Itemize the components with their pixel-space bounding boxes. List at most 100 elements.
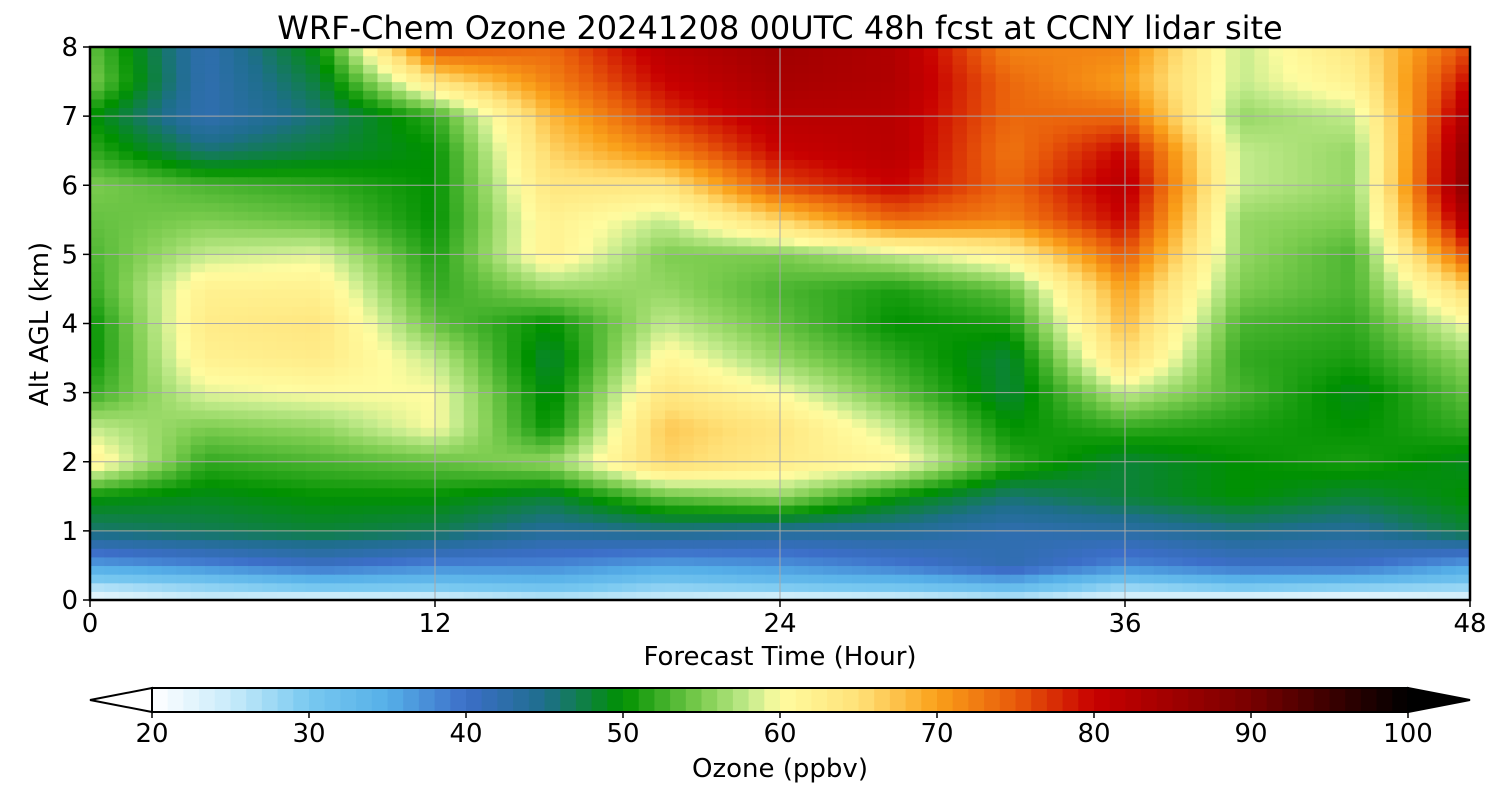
heatmap-cell bbox=[406, 461, 422, 471]
heatmap-cell bbox=[866, 375, 882, 385]
heatmap-cell bbox=[320, 271, 335, 281]
heatmap-cell bbox=[780, 565, 795, 575]
heatmap-cell bbox=[1412, 522, 1428, 532]
heatmap-cell bbox=[463, 556, 479, 567]
heatmap-cell bbox=[981, 185, 997, 195]
heatmap-cell bbox=[334, 392, 350, 402]
heatmap-cell bbox=[995, 193, 1011, 204]
heatmap-cell bbox=[1067, 167, 1083, 178]
heatmap-cell bbox=[1211, 522, 1227, 532]
heatmap-cell bbox=[190, 401, 206, 411]
heatmap-cell bbox=[1268, 176, 1284, 186]
heatmap-cell bbox=[823, 375, 839, 385]
heatmap-cell bbox=[1398, 383, 1414, 394]
heatmap-cell bbox=[794, 479, 810, 489]
heatmap-cell bbox=[161, 574, 177, 584]
heatmap-cell bbox=[161, 409, 177, 420]
heatmap-cell bbox=[305, 548, 321, 558]
heatmap-cell bbox=[492, 150, 508, 160]
heatmap-cell bbox=[693, 530, 709, 541]
heatmap-cell bbox=[866, 263, 882, 273]
heatmap-cell bbox=[650, 435, 666, 446]
heatmap-cell bbox=[118, 271, 134, 281]
heatmap-cell bbox=[1398, 332, 1414, 342]
heatmap-cell bbox=[435, 513, 450, 523]
heatmap-cell bbox=[1110, 487, 1126, 497]
heatmap-cell bbox=[320, 548, 335, 558]
heatmap-cell bbox=[291, 487, 307, 497]
heatmap-cell bbox=[780, 522, 795, 532]
heatmap-cell bbox=[1081, 591, 1097, 601]
heatmap-cell bbox=[1038, 574, 1054, 584]
heatmap-cell bbox=[104, 513, 120, 523]
heatmap-cell bbox=[463, 219, 479, 230]
heatmap-cell bbox=[161, 306, 177, 316]
heatmap-cell bbox=[923, 263, 939, 273]
heatmap-cell bbox=[1369, 487, 1385, 497]
heatmap-cell bbox=[909, 453, 925, 463]
heatmap-cell bbox=[1182, 176, 1198, 186]
heatmap-cell bbox=[133, 167, 149, 178]
heatmap-cell bbox=[722, 323, 738, 333]
heatmap-cell bbox=[363, 418, 379, 428]
heatmap-cell bbox=[1110, 530, 1126, 541]
heatmap-cell bbox=[1110, 401, 1126, 411]
heatmap-cell bbox=[708, 245, 724, 255]
heatmap-cell bbox=[1455, 167, 1471, 178]
heatmap-cell bbox=[1340, 237, 1356, 247]
heatmap-cell bbox=[205, 254, 220, 264]
heatmap-cell bbox=[1053, 288, 1069, 299]
heatmap-cell bbox=[866, 280, 882, 290]
heatmap-cell bbox=[190, 392, 206, 402]
heatmap-cell bbox=[1369, 297, 1385, 307]
heatmap-cell bbox=[1182, 332, 1198, 342]
heatmap-cell bbox=[981, 358, 997, 368]
heatmap-cell bbox=[1455, 349, 1471, 359]
heatmap-cell bbox=[679, 418, 695, 428]
heatmap-cell bbox=[1024, 479, 1040, 489]
heatmap-cell bbox=[765, 150, 781, 160]
heatmap-cell bbox=[823, 427, 839, 437]
heatmap-cell bbox=[104, 288, 120, 299]
heatmap-cell bbox=[636, 211, 652, 221]
heatmap-cell bbox=[1038, 513, 1054, 523]
heatmap-cell bbox=[1426, 228, 1442, 238]
heatmap-cell bbox=[1081, 288, 1097, 299]
heatmap-cell bbox=[1283, 228, 1299, 238]
heatmap-cell bbox=[866, 271, 882, 281]
heatmap-cell bbox=[219, 504, 235, 515]
heatmap-cell bbox=[1369, 409, 1385, 420]
heatmap-cell bbox=[1383, 245, 1399, 255]
heatmap-cell bbox=[1369, 574, 1385, 584]
heatmap-cell bbox=[377, 167, 393, 178]
heatmap-cell bbox=[636, 461, 652, 471]
heatmap-cell bbox=[1383, 548, 1399, 558]
heatmap-cell bbox=[1355, 297, 1370, 307]
heatmap-cell bbox=[90, 185, 105, 195]
heatmap-cell bbox=[248, 375, 264, 385]
heatmap-cell bbox=[1455, 427, 1471, 437]
heatmap-cell bbox=[966, 453, 982, 463]
heatmap-cell bbox=[837, 332, 853, 342]
heatmap-cell bbox=[1369, 219, 1385, 230]
heatmap-cell bbox=[118, 193, 134, 204]
heatmap-cell bbox=[391, 375, 407, 385]
heatmap-cell bbox=[665, 427, 680, 437]
heatmap-cell bbox=[1326, 530, 1342, 541]
heatmap-cell bbox=[765, 565, 781, 575]
heatmap-cell bbox=[665, 479, 680, 489]
heatmap-cell bbox=[363, 159, 379, 169]
heatmap-cell bbox=[291, 427, 307, 437]
heatmap-cell bbox=[765, 513, 781, 523]
heatmap-cell bbox=[521, 297, 537, 307]
heatmap-cell bbox=[391, 444, 407, 454]
heatmap-cell bbox=[276, 513, 292, 523]
heatmap-cell bbox=[1398, 539, 1414, 549]
heatmap-cell bbox=[1125, 167, 1140, 178]
heatmap-cell bbox=[435, 288, 450, 299]
heatmap-cell bbox=[1326, 193, 1342, 204]
heatmap-cell bbox=[176, 358, 192, 368]
heatmap-cell bbox=[1268, 219, 1284, 230]
heatmap-cell bbox=[348, 358, 364, 368]
heatmap-cell bbox=[665, 530, 680, 541]
